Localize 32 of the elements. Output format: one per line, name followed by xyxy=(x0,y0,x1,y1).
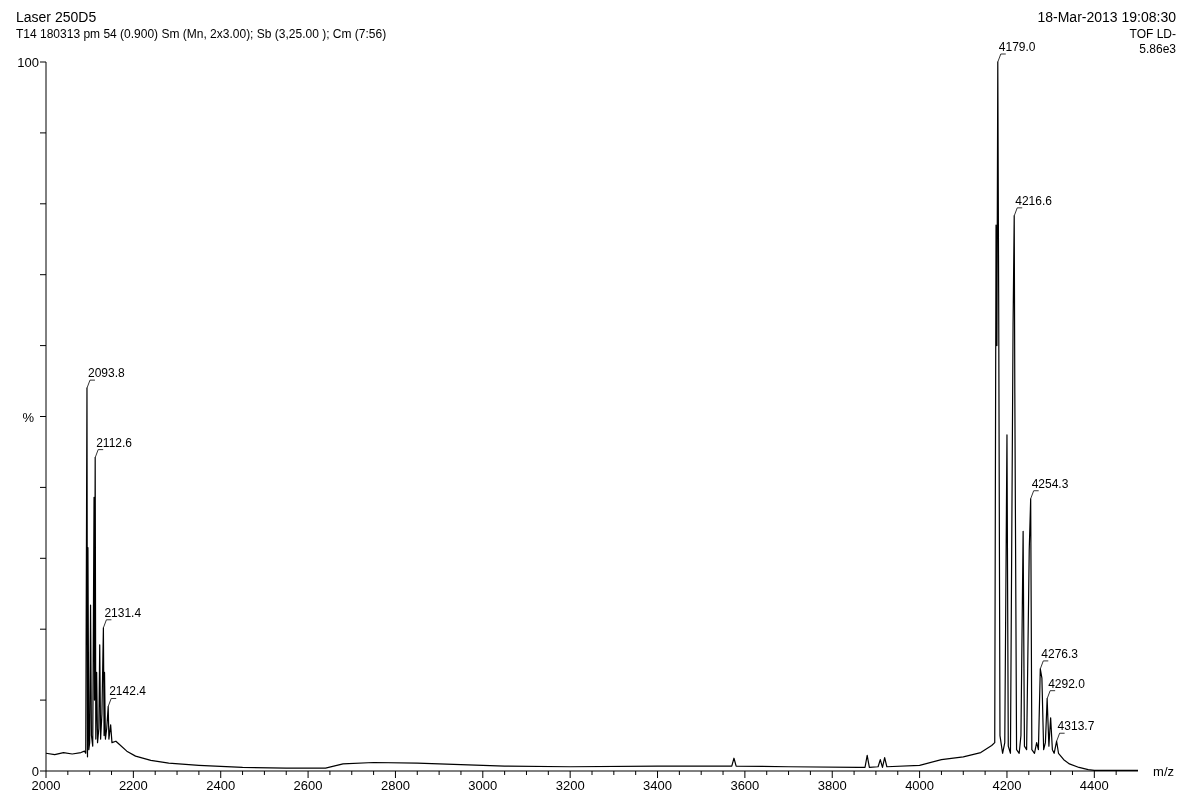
annotation: 4276.3 xyxy=(1041,646,1079,661)
x-tick-label: 2000 xyxy=(31,778,61,793)
annotation: 2131.4 xyxy=(104,605,142,620)
text: TOF LD- xyxy=(1129,27,1176,41)
x-tick-label: 3000 xyxy=(468,778,498,793)
x-tick-label: 2800 xyxy=(380,778,410,793)
annotation: 2142.4 xyxy=(109,684,147,699)
annotation: 2093.8 xyxy=(87,366,125,381)
x-axis-title: m/z xyxy=(1153,764,1174,779)
annotation: 4292.0 xyxy=(1048,676,1086,691)
annotation: 4313.7 xyxy=(1057,719,1095,734)
annotation: 4254.3 xyxy=(1031,476,1069,491)
y-tick-label: 0 xyxy=(31,764,39,779)
y-tick-label: 100 xyxy=(17,55,39,70)
x-tick-label: 2600 xyxy=(293,778,323,793)
text: Laser 250D5 xyxy=(16,9,97,25)
x-tick-label: 4200 xyxy=(992,778,1022,793)
text: T14 180313 pm 54 (0.900) Sm (Mn, 2x3.00); Sb (3,25.00 ); Cm (7:56) xyxy=(16,27,387,41)
x-tick-label: 3800 xyxy=(817,778,847,793)
annotation: 4179.0 xyxy=(998,40,1036,54)
y-axis-title: % xyxy=(22,409,35,425)
x-tick-label: 3600 xyxy=(730,778,760,793)
annotation: 4216.6 xyxy=(1015,193,1053,208)
x-tick-label: 2400 xyxy=(206,778,236,793)
annotation: 2112.6 xyxy=(96,435,133,450)
x-tick-label: 4000 xyxy=(905,778,935,793)
x-tick-label: 2200 xyxy=(118,778,148,793)
x-tick-label: 4400 xyxy=(1079,778,1109,793)
text: 5.86e3 xyxy=(1139,42,1177,56)
x-tick-label: 3200 xyxy=(555,778,585,793)
text: 18-Mar-2013 19:08:30 xyxy=(1037,9,1177,25)
x-tick-label: 3400 xyxy=(643,778,672,793)
